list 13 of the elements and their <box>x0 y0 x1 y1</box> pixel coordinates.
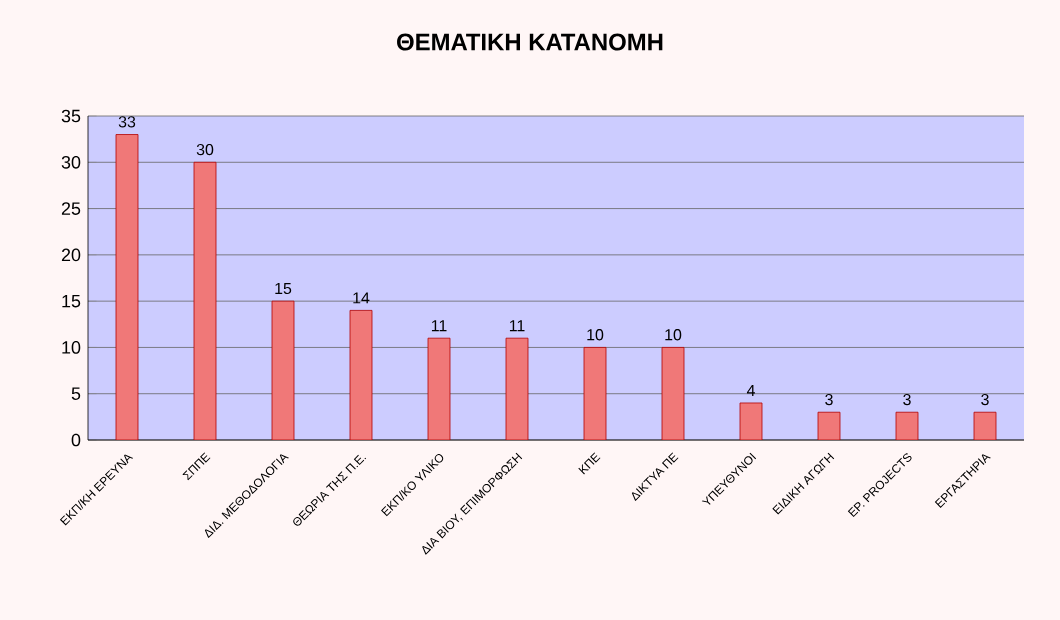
y-tick-label: 15 <box>62 294 81 308</box>
y-tick-label: 0 <box>71 433 81 447</box>
bar <box>115 134 139 440</box>
y-tick-label: 5 <box>71 387 81 400</box>
y-tick-label: 20 <box>61 248 81 262</box>
bar <box>271 300 295 440</box>
y-tick-label: 10 <box>62 341 81 354</box>
bar <box>193 161 217 440</box>
y-tick-label: 35 <box>61 109 81 123</box>
bar <box>349 310 373 440</box>
y-tick-label: 25 <box>61 202 81 215</box>
chart-title: ΘΕΜΑΤΙΚΗ ΚΑΤΑΝΟΜΗ <box>397 33 663 51</box>
y-tick-label: 30 <box>61 155 81 169</box>
